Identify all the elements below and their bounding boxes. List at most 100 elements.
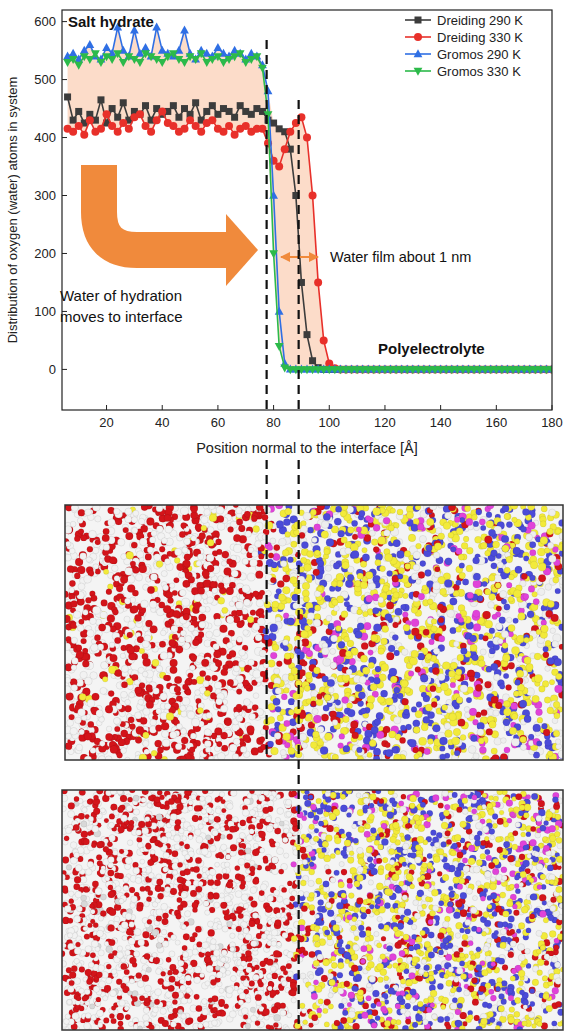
atom bbox=[526, 663, 533, 670]
series-marker bbox=[275, 163, 283, 171]
series-marker bbox=[170, 102, 177, 109]
atom bbox=[492, 614, 498, 620]
atom bbox=[362, 547, 368, 553]
atom bbox=[416, 701, 422, 707]
atom bbox=[363, 611, 369, 617]
atom bbox=[238, 525, 245, 532]
atom bbox=[536, 709, 543, 716]
legend-label: Gromos 290 K bbox=[437, 47, 521, 62]
atom bbox=[277, 715, 283, 721]
legend-marker bbox=[415, 17, 422, 24]
atom bbox=[466, 697, 472, 703]
x-tick-label: 160 bbox=[485, 415, 507, 430]
atom bbox=[133, 510, 139, 516]
series-marker bbox=[142, 102, 149, 109]
atom bbox=[233, 534, 241, 542]
y-tick bbox=[62, 21, 67, 22]
atom bbox=[486, 512, 492, 518]
x-tick-label: 180 bbox=[541, 415, 563, 430]
series-marker bbox=[136, 111, 143, 118]
series-marker bbox=[309, 357, 316, 364]
series-marker bbox=[186, 116, 194, 124]
atom bbox=[504, 513, 511, 520]
atom bbox=[404, 687, 410, 693]
atom bbox=[501, 738, 507, 744]
atom bbox=[381, 638, 388, 645]
series-marker bbox=[181, 125, 189, 133]
atom bbox=[386, 698, 394, 706]
atom bbox=[135, 574, 142, 581]
atom bbox=[253, 591, 259, 597]
x-tick-label: 100 bbox=[318, 415, 340, 430]
atom bbox=[433, 564, 440, 571]
atom bbox=[503, 673, 509, 679]
series-marker bbox=[75, 108, 82, 115]
series-marker bbox=[163, 53, 172, 61]
atom bbox=[188, 673, 194, 679]
atom bbox=[312, 708, 318, 714]
atom bbox=[242, 705, 247, 710]
series-marker bbox=[63, 59, 72, 67]
x-tick bbox=[440, 405, 441, 410]
atom bbox=[116, 585, 123, 592]
atom bbox=[555, 588, 561, 594]
series-marker bbox=[91, 50, 100, 58]
atom bbox=[276, 588, 282, 594]
atom bbox=[131, 527, 137, 533]
atom bbox=[425, 747, 432, 754]
series-marker bbox=[247, 56, 256, 64]
series-marker bbox=[231, 114, 238, 121]
series-marker bbox=[219, 59, 228, 67]
atom bbox=[92, 693, 100, 701]
atom bbox=[204, 509, 211, 516]
atom bbox=[494, 582, 501, 589]
series-marker bbox=[108, 56, 117, 64]
series-marker bbox=[158, 46, 167, 54]
atom bbox=[513, 618, 519, 624]
series-marker bbox=[136, 110, 144, 118]
series-marker bbox=[236, 50, 245, 58]
series-marker bbox=[103, 110, 111, 118]
atom bbox=[202, 594, 208, 600]
atom bbox=[125, 699, 131, 705]
series-marker bbox=[191, 56, 200, 64]
x-tick bbox=[106, 405, 107, 410]
atom bbox=[482, 581, 487, 586]
atom bbox=[546, 658, 554, 666]
atom bbox=[386, 652, 394, 660]
atom bbox=[131, 517, 137, 523]
atom bbox=[182, 697, 190, 705]
legend-marker bbox=[414, 33, 422, 41]
series-marker bbox=[180, 59, 189, 67]
series-marker bbox=[74, 62, 83, 70]
atom bbox=[160, 652, 168, 660]
atom bbox=[136, 631, 142, 637]
atom bbox=[77, 518, 83, 524]
series-marker bbox=[309, 192, 317, 200]
atom bbox=[283, 639, 289, 645]
x-axis-title: Position normal to the interface [Å] bbox=[196, 440, 418, 456]
series-marker bbox=[197, 50, 206, 58]
atom bbox=[506, 582, 512, 588]
atom bbox=[87, 700, 95, 708]
atom bbox=[429, 505, 437, 510]
atom bbox=[141, 525, 148, 532]
atom bbox=[320, 714, 327, 721]
x-tick-label: 80 bbox=[266, 415, 280, 430]
atom bbox=[368, 662, 374, 668]
series-marker bbox=[314, 278, 322, 286]
series-marker bbox=[69, 49, 78, 57]
atom bbox=[157, 666, 163, 672]
series-marker bbox=[230, 53, 239, 61]
annotation-line: moves to interface bbox=[60, 308, 183, 325]
series-marker bbox=[231, 131, 239, 139]
y-tick-label: 300 bbox=[34, 188, 56, 203]
x-tick bbox=[384, 405, 385, 410]
y-tick-label: 200 bbox=[34, 246, 56, 261]
atom bbox=[556, 673, 562, 679]
series-marker bbox=[69, 128, 77, 136]
atom bbox=[483, 635, 489, 641]
atom bbox=[369, 530, 375, 536]
atom bbox=[541, 506, 547, 512]
series-marker bbox=[242, 122, 250, 130]
